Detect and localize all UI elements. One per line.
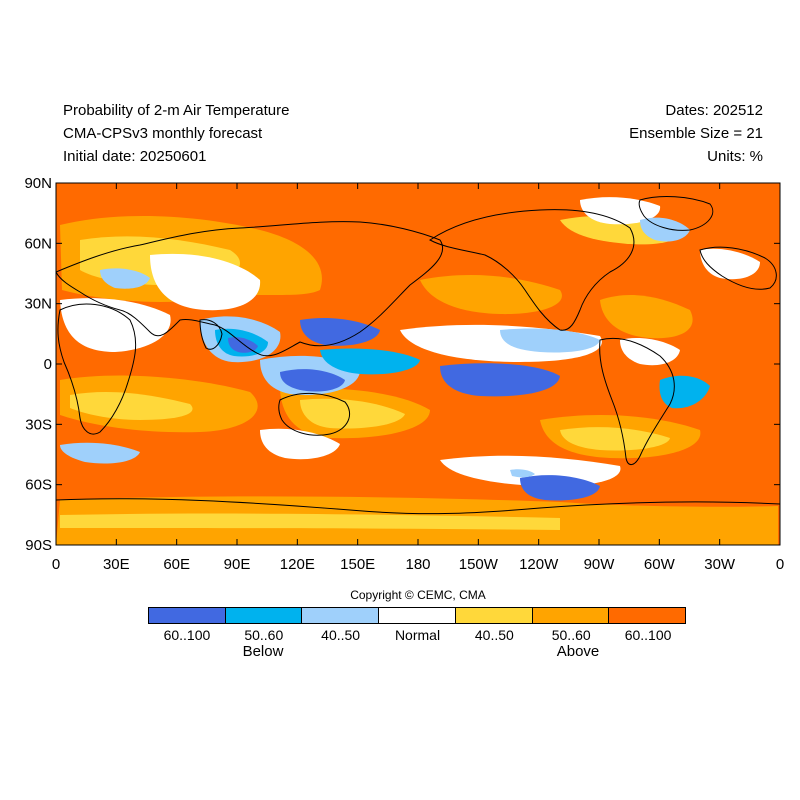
antarctica-coast bbox=[56, 498, 780, 515]
europe-coast bbox=[699, 246, 777, 290]
lon-tick-label: 30E bbox=[103, 556, 130, 573]
lon-tick-label: 180 bbox=[405, 556, 430, 573]
indian-subcontinent-coast bbox=[199, 319, 223, 350]
legend-swatch bbox=[532, 608, 610, 623]
legend-above-label: Above bbox=[556, 643, 600, 660]
lon-tick-label: 150W bbox=[459, 556, 499, 573]
legend-swatch bbox=[609, 608, 686, 623]
south-america-coast bbox=[599, 337, 675, 465]
legend-swatch bbox=[149, 608, 226, 623]
lat-tick-label: 30S bbox=[25, 416, 52, 433]
lat-tick-label: 30N bbox=[24, 296, 52, 313]
lon-tick-label: 60E bbox=[163, 556, 190, 573]
lon-tick-label: 150E bbox=[340, 556, 375, 573]
initial-date: Initial date: 20250601 bbox=[63, 148, 207, 165]
header-left: Probability of 2-m Air Temperature CMA-C… bbox=[63, 99, 290, 168]
lon-tick-label: 0 bbox=[776, 556, 784, 573]
units-label: Units: % bbox=[707, 148, 763, 165]
legend-swatch-label: 50..60 bbox=[244, 627, 284, 643]
lat-tick-label: 90N bbox=[24, 175, 52, 192]
map-title: Probability of 2-m Air Temperature bbox=[63, 102, 290, 119]
lat-tick-label: 60N bbox=[24, 235, 52, 252]
lon-tick-label: 120W bbox=[519, 556, 559, 573]
forecast-dates: Dates: 202512 bbox=[665, 102, 763, 119]
lon-tick-label: 90W bbox=[584, 556, 616, 573]
lon-tick-label: 0 bbox=[52, 556, 60, 573]
above-normal-patches bbox=[56, 215, 778, 545]
coastlines bbox=[56, 196, 780, 515]
legend-swatch-label: 50..60 bbox=[551, 627, 591, 643]
legend-swatch-label: 60..100 bbox=[624, 627, 672, 643]
legend-swatch-label: 60..100 bbox=[163, 627, 211, 643]
legend-colorbar bbox=[148, 607, 686, 624]
legend-swatch bbox=[379, 608, 456, 623]
lat-tick-label: 90S bbox=[25, 537, 52, 554]
legend-swatch-label: 40..50 bbox=[321, 627, 361, 643]
legend-swatch bbox=[225, 608, 303, 623]
copyright-note: Copyright © CEMC, CMA bbox=[350, 588, 486, 602]
lon-tick-label: 60W bbox=[644, 556, 676, 573]
lon-tick-label: 90E bbox=[224, 556, 251, 573]
lat-tick-label: 0 bbox=[44, 356, 52, 373]
legend-swatch-label: 40..50 bbox=[474, 627, 514, 643]
lon-tick-label: 30W bbox=[704, 556, 736, 573]
eurasia-coast bbox=[56, 221, 444, 357]
ensemble-size: Ensemble Size = 21 bbox=[629, 125, 763, 142]
legend-below-label: Below bbox=[242, 643, 284, 660]
greenland-coast bbox=[638, 196, 714, 231]
map-field bbox=[56, 183, 780, 545]
legend-swatch bbox=[455, 608, 533, 623]
lon-tick-label: 120E bbox=[280, 556, 315, 573]
north-america-coast bbox=[429, 209, 635, 331]
legend-swatch bbox=[302, 608, 380, 623]
legend-swatch-label: Normal bbox=[394, 627, 441, 643]
below-normal-patches bbox=[60, 217, 710, 501]
africa-coast bbox=[57, 303, 137, 435]
model-name: CMA-CPSv3 monthly forecast bbox=[63, 125, 263, 142]
header-right: Dates: 202512 Ensemble Size = 21 Units: … bbox=[629, 99, 763, 168]
australia-coast bbox=[278, 392, 350, 436]
lat-tick-label: 60S bbox=[25, 477, 52, 494]
